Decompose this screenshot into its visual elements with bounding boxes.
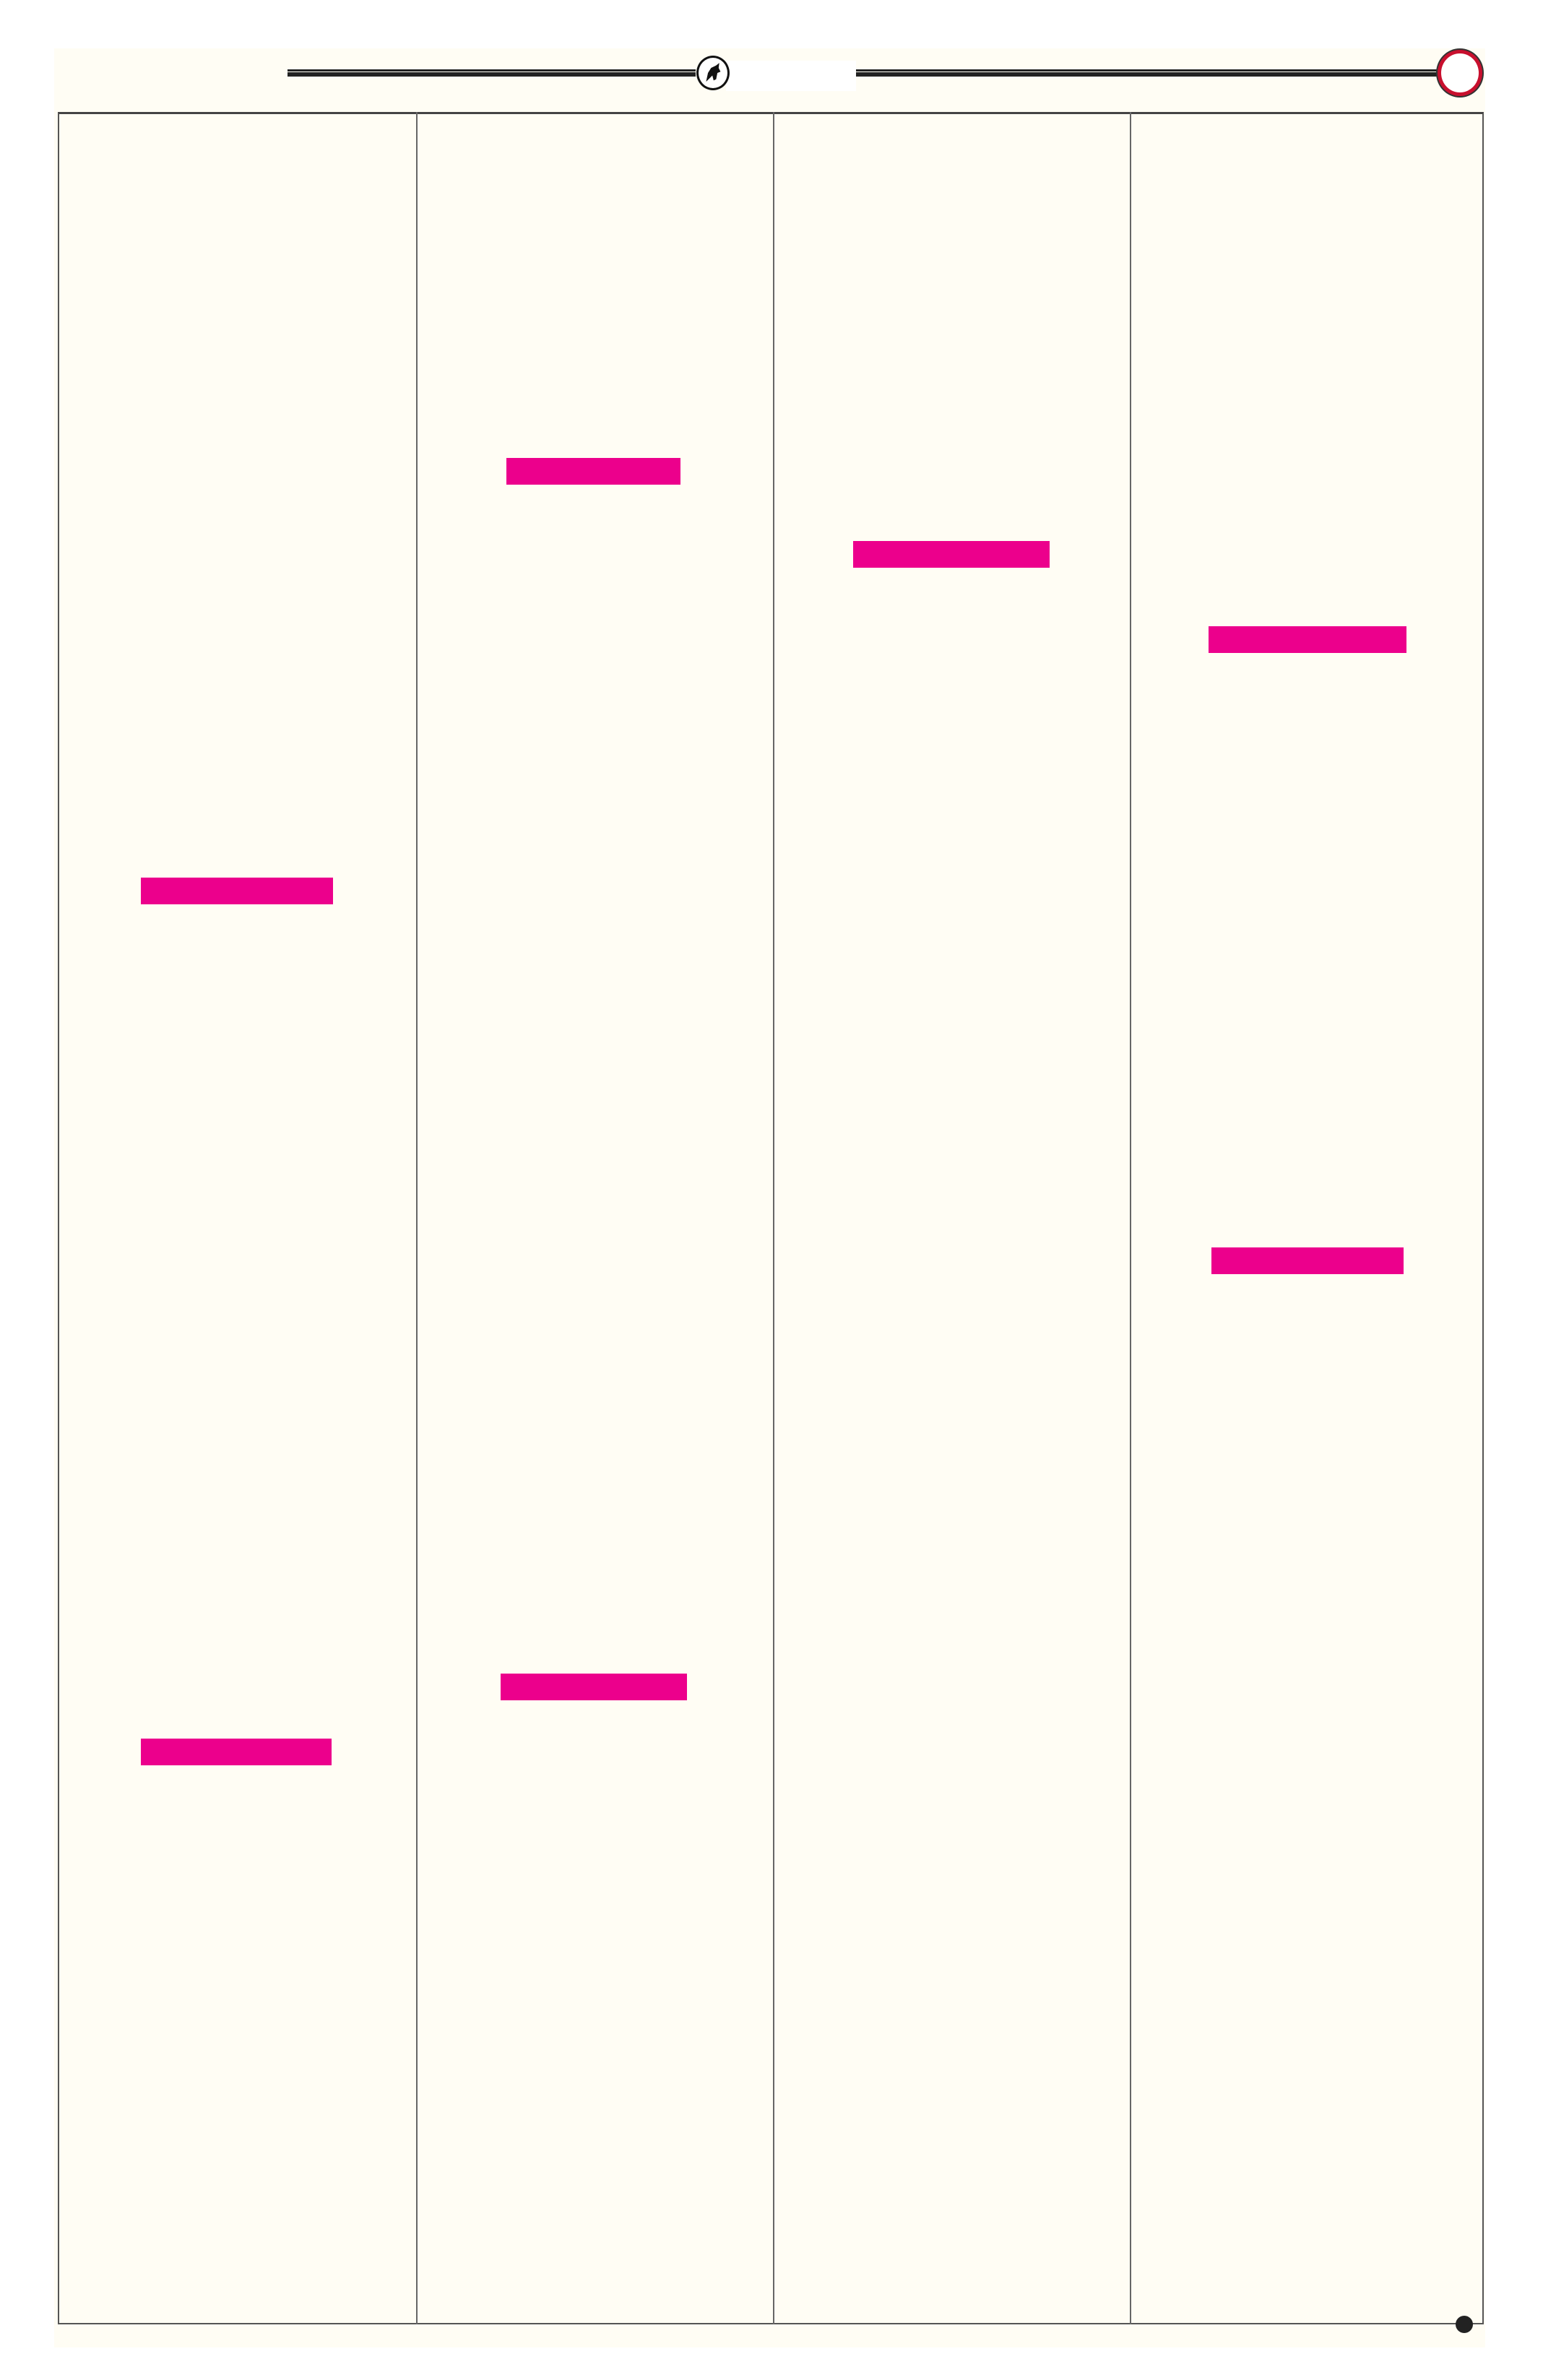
highlight-bar [853,541,1050,568]
page-background [54,48,1485,2347]
highlight-bar [141,1739,332,1765]
column-divider [773,112,774,2324]
column-divider [1130,112,1131,2324]
highlight-bar [141,878,333,904]
highlight-bar [1211,1247,1404,1274]
header-rule-left [288,69,696,77]
header-title-area [726,61,856,91]
horse-emblem-icon [696,56,730,90]
red-ring-icon [1438,50,1482,96]
header-rule-right [856,69,1440,77]
highlight-bar [506,458,680,485]
black-dot-icon [1456,2316,1473,2333]
highlight-bar [1209,626,1406,653]
column-grid [58,112,1484,2324]
column-divider [416,112,418,2324]
highlight-bar [501,1674,687,1700]
